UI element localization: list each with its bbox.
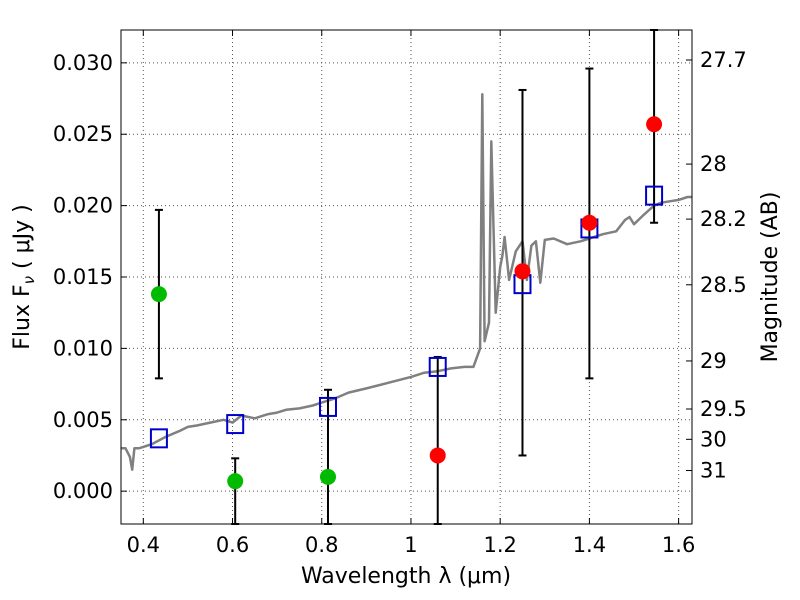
y-tick-label: 0.030 [53,51,113,75]
model-photometry-square [226,414,245,435]
x-tick-label: 1 [404,533,417,557]
model-photometry-square [318,396,337,417]
detection-point [429,447,446,464]
y-tick-label: 0.010 [53,336,113,360]
errorbar-layer [154,29,659,525]
detection-point [514,263,531,280]
model-photometry-square [645,185,664,206]
y-tick-label: 0.000 [53,479,113,503]
non-detection-point [319,468,336,485]
detection-point [646,116,663,133]
y-axis-ticks: 0.000 0.005 0.010 0.015 0.020 0.025 0.030 [53,51,127,503]
y2-tick-label: 29.5 [700,397,747,421]
y2-tick-label: 28 [700,152,727,176]
y2-tick-label: 28.5 [700,273,747,297]
x-axis-label: Wavelength λ (μm) [301,564,511,589]
plot-frame [120,29,693,525]
y-tick-label: 0.025 [53,122,113,146]
x-tick-label: 0.4 [127,533,160,557]
model-photometry-square [428,356,447,377]
x-tick-label: 0.8 [305,533,338,557]
model-photometry-layer [149,185,664,449]
non-detection-point [227,473,244,490]
grid-lines [121,30,692,524]
y2-axis-label: Magnitude (AB) [758,192,783,363]
y-axis-label-main: Flux F [10,284,35,349]
y2-tick-label: 31 [700,459,727,483]
x-tick-label: 0.6 [216,533,249,557]
sed-model-line [121,92,692,471]
y2-tick-label: 27.7 [700,48,747,72]
x-tick-label: 1.2 [483,533,516,557]
y2-tick-label: 29 [700,349,727,373]
detection-point [581,214,598,231]
y2-tick-label: 30 [700,427,727,451]
y-tick-label: 0.005 [53,408,113,432]
y-tick-label: 0.020 [53,194,113,218]
model-photometry-square [149,428,168,449]
non-detection-point [150,286,167,303]
y-axis-label-unit: ( μJy ) [10,204,35,276]
observed-photometry-layer [150,116,663,490]
x-tick-label: 1.6 [662,533,695,557]
y-axis-label: Flux Fν ( μJy ) [10,204,38,349]
y-tick-label: 0.015 [53,265,113,289]
x-tick-label: 1.4 [573,533,606,557]
y2-tick-label: 28.2 [700,207,747,231]
y2-axis-ticks: 27.7 28 28.2 28.5 29 29.5 30 31 [686,48,747,483]
y-axis-label-subscript: ν [20,276,38,284]
sed-model-layer [121,92,692,471]
x-axis-ticks: 0.4 0.6 0.8 1 1.2 1.4 1.6 [127,30,695,557]
